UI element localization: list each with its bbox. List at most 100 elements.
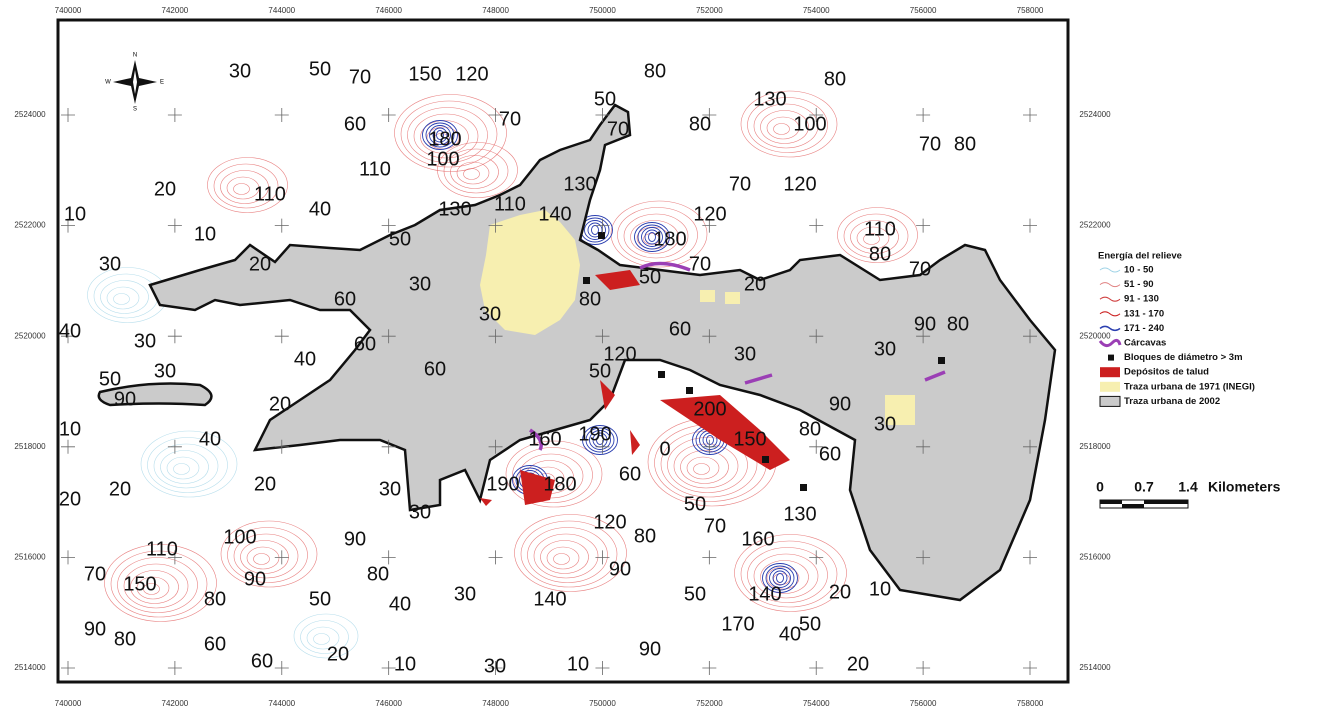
contour-label: 130	[753, 88, 786, 110]
contour-label: 80	[824, 68, 846, 90]
contour-label: 110	[864, 218, 896, 240]
urban-1971	[700, 290, 715, 302]
y-coord-label: 2520000	[14, 331, 46, 340]
contour-label: 30	[229, 60, 251, 82]
contour-label: 50	[309, 58, 331, 80]
contour-label: 110	[359, 158, 391, 180]
y-coord-label: 2522000	[14, 221, 46, 230]
contour-label: 80	[114, 628, 136, 650]
contour-label: 140	[533, 588, 566, 610]
legend-title: Energía del relieve	[1098, 251, 1182, 262]
contour-label: 80	[869, 243, 891, 265]
contour-label: 40	[199, 428, 221, 450]
contour-label: 50	[309, 588, 331, 610]
x-coord-label: 756000	[910, 6, 937, 15]
contour-label: 150	[408, 63, 441, 85]
contour-label: 10	[59, 418, 81, 440]
contour-label: 90	[829, 393, 851, 415]
contour-label: 60	[204, 633, 226, 655]
contour-label: 50	[99, 368, 121, 390]
contour-label: 70	[689, 253, 711, 275]
x-coord-label: 746000	[375, 699, 402, 708]
contour-label: 120	[455, 63, 488, 85]
x-coord-label: 748000	[482, 699, 509, 708]
contour-label: 80	[947, 313, 969, 335]
contour-label: 10	[869, 578, 891, 600]
contour-label: 130	[783, 503, 816, 525]
y-coord-label: 2514000	[1079, 663, 1111, 672]
contour-label: 180	[543, 473, 576, 495]
contour-label: 110	[494, 193, 526, 215]
contour-label: 90	[244, 568, 266, 590]
contour-label: 60	[669, 318, 691, 340]
contour-label: 30	[484, 655, 506, 677]
x-coord-label: 756000	[910, 699, 937, 708]
x-coord-label: 744000	[268, 699, 295, 708]
contour-label: 80	[644, 60, 666, 82]
contour-label: 120	[693, 203, 726, 225]
contour-label: 70	[919, 133, 941, 155]
contour-label: 80	[954, 133, 976, 155]
x-coord-label: 752000	[696, 6, 723, 15]
contour-label: 50	[389, 228, 411, 250]
contour-label: 140	[538, 203, 571, 225]
contour-label: 90	[84, 618, 106, 640]
compass-label: S	[133, 107, 137, 113]
x-coord-label: 748000	[482, 6, 509, 15]
contour-label: 180	[653, 228, 686, 250]
contour-label: 30	[454, 583, 476, 605]
legend-label: Traza urbana de 1971 (INEGI)	[1124, 381, 1255, 392]
contour-label: 200	[693, 398, 726, 420]
contour-label: 10	[194, 223, 216, 245]
contour-label: 100	[426, 148, 459, 170]
contour-label: 60	[424, 358, 446, 380]
x-coord-label: 746000	[375, 6, 402, 15]
x-coord-label: 754000	[803, 699, 830, 708]
legend-symbol	[1100, 367, 1120, 377]
contour-label: 90	[609, 558, 631, 580]
contour-label: 120	[783, 173, 816, 195]
contour-label: 40	[294, 348, 316, 370]
legend-item	[1100, 367, 1120, 377]
contour-label: 20	[744, 273, 766, 295]
contour-label: 180	[428, 128, 461, 150]
y-coord-label: 2524000	[1079, 110, 1111, 119]
contour-label: 20	[109, 478, 131, 500]
contour-label: 70	[84, 563, 106, 585]
contour-label: 80	[634, 525, 656, 547]
contour-label: 130	[563, 173, 596, 195]
scale-unit: Kilometers	[1208, 479, 1281, 495]
contour-label: 190	[486, 473, 519, 495]
contour-label: 40	[389, 593, 411, 615]
contour-label: 50	[684, 583, 706, 605]
legend-label: 91 - 130	[1124, 294, 1159, 305]
legend-item	[1100, 396, 1120, 406]
scale-label: 0.7	[1134, 479, 1154, 495]
x-coord-label: 740000	[55, 6, 82, 15]
contour-label: 20	[254, 473, 276, 495]
contour-label: 160	[528, 428, 561, 450]
contour-label: 140	[748, 583, 781, 605]
contour-label: 10	[567, 653, 589, 675]
legend-label: Depósitos de talud	[1124, 367, 1209, 378]
contour-label: 60	[344, 113, 366, 135]
contour-label: 40	[779, 623, 801, 645]
scale-label: 1.4	[1178, 479, 1198, 495]
contour-label: 70	[499, 108, 521, 130]
contour-label: 170	[721, 613, 754, 635]
contour-label: 20	[154, 178, 176, 200]
contour-label: 70	[704, 515, 726, 537]
contour-label: 160	[741, 528, 774, 550]
contour-label: 30	[874, 338, 896, 360]
compass-label: N	[133, 53, 137, 59]
contour-label: 30	[379, 478, 401, 500]
contour-label: 50	[594, 88, 616, 110]
contour-label: 50	[684, 493, 706, 515]
contour-label: 80	[367, 563, 389, 585]
contour-label: 120	[593, 511, 626, 533]
y-coord-label: 2522000	[1079, 221, 1111, 230]
contour-label: 70	[909, 258, 931, 280]
x-coord-label: 750000	[589, 699, 616, 708]
contour-label: 70	[607, 118, 629, 140]
contour-label: 30	[874, 413, 896, 435]
